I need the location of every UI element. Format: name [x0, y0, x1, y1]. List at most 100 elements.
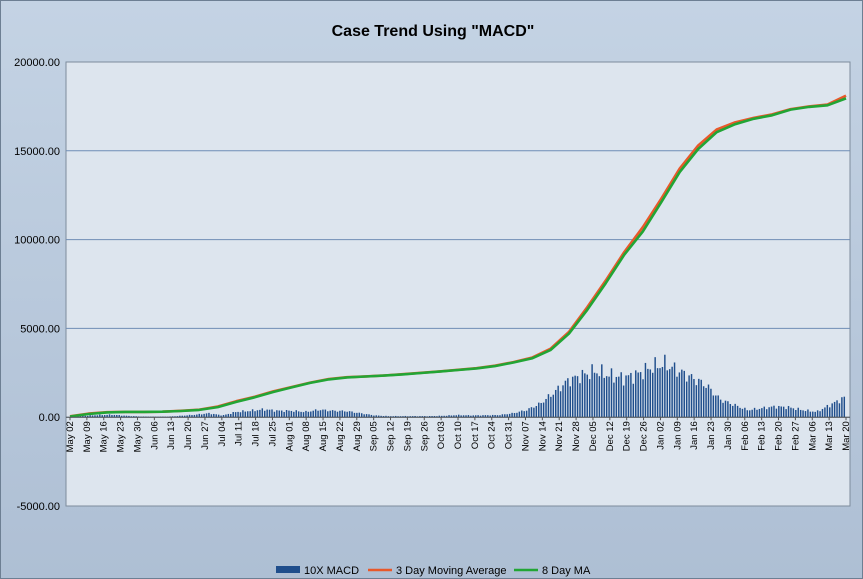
macd-bar [123, 415, 125, 418]
macd-bar [523, 411, 525, 418]
x-tick-label: Oct 17 [470, 421, 481, 449]
macd-bar [722, 402, 724, 418]
macd-bar [525, 410, 528, 418]
macd-bar [799, 409, 802, 418]
x-tick-label: Aug 15 [318, 421, 329, 451]
macd-bar [399, 416, 402, 418]
macd-bar [746, 410, 749, 418]
macd-bar [329, 410, 331, 418]
macd-bar [571, 376, 574, 418]
macd-bar [765, 409, 768, 418]
macd-bar [627, 375, 630, 418]
macd-bar [249, 411, 251, 418]
macd-bar [479, 415, 482, 418]
macd-bar [208, 412, 210, 418]
macd-bar [513, 413, 516, 418]
macd-bar [586, 374, 588, 418]
macd-bar [305, 410, 307, 418]
macd-bar [470, 415, 472, 418]
x-tick-label: May 23 [116, 421, 127, 452]
y-tick-label: 20000.00 [14, 57, 60, 69]
macd-bar [237, 411, 239, 418]
macd-bar [234, 412, 237, 418]
macd-bar [780, 406, 782, 418]
macd-bar [327, 411, 329, 418]
macd-bar [770, 406, 773, 418]
macd-bar [489, 415, 491, 418]
macd-bar [373, 415, 375, 418]
macd-bar [441, 415, 443, 418]
x-tick-label: Mar 13 [824, 421, 835, 451]
macd-bar [205, 413, 208, 418]
macd-bar [749, 410, 751, 418]
macd-bar [804, 411, 807, 418]
x-tick-label: Oct 31 [504, 421, 515, 449]
macd-bar [506, 414, 508, 418]
moving-average-lines [69, 94, 847, 418]
macd-bar [668, 369, 671, 418]
macd-bar [671, 366, 673, 418]
macd-bar [220, 415, 222, 418]
macd-bar [96, 415, 99, 418]
macd-bar [632, 383, 635, 418]
macd-bar [484, 415, 487, 418]
macd-bar [494, 415, 496, 418]
x-tick-label: Jul 18 [251, 421, 262, 446]
macd-bar [761, 408, 763, 418]
macd-bar [285, 410, 288, 418]
macd-bar [113, 414, 116, 418]
series-line-8-day-ma [69, 97, 847, 418]
macd-bar [496, 415, 499, 418]
x-tick-label: Jan 23 [706, 421, 717, 450]
x-tick-label: Feb 20 [774, 421, 785, 451]
macd-bar [458, 414, 460, 418]
macd-bar [843, 396, 846, 418]
macd-bar [491, 414, 494, 418]
x-tick-label: Jun 13 [166, 421, 177, 450]
macd-bar [222, 415, 225, 418]
macd-bar [198, 413, 200, 418]
macd-bar [116, 414, 118, 418]
x-tick-label: Jan 02 [655, 421, 666, 450]
macd-bar [108, 414, 111, 418]
x-tick-label: May 16 [99, 421, 110, 452]
macd-bar [375, 415, 378, 418]
macd-bar [414, 415, 416, 418]
macd-bar [778, 405, 780, 418]
macd-bar [230, 413, 232, 418]
macd-bar [290, 410, 293, 418]
macd-bar [521, 410, 523, 418]
macd-bar [831, 403, 833, 418]
x-tick-label: Dec 26 [639, 421, 650, 451]
macd-bar [196, 414, 198, 418]
x-tick-label: Feb 06 [740, 421, 751, 451]
macd-bar [79, 415, 82, 418]
x-tick-label: Mar 20 [841, 421, 852, 451]
macd-bar [487, 415, 489, 418]
macd-bar [259, 409, 261, 418]
macd-bar [610, 368, 613, 418]
macd-bar [707, 384, 710, 418]
macd-bar [797, 407, 799, 418]
macd-bar [344, 411, 346, 418]
macd-bar [574, 375, 576, 418]
chart-title: Case Trend Using "MACD" [332, 23, 535, 40]
x-tick-label: May 09 [82, 421, 93, 452]
macd-bar [838, 403, 841, 418]
macd-bar [654, 357, 656, 418]
macd-bar [608, 376, 610, 418]
macd-bar [564, 380, 567, 418]
macd-bar [118, 415, 120, 418]
macd-bar [271, 409, 273, 418]
macd-bar [111, 415, 113, 418]
macd-bar [322, 409, 324, 418]
macd-bar [773, 405, 775, 418]
x-tick-label: Jul 25 [267, 421, 278, 446]
macd-bar [186, 415, 188, 418]
macd-bar [319, 410, 322, 418]
macd-bar [504, 414, 506, 418]
macd-bar [409, 416, 411, 418]
macd-bar [402, 416, 404, 418]
